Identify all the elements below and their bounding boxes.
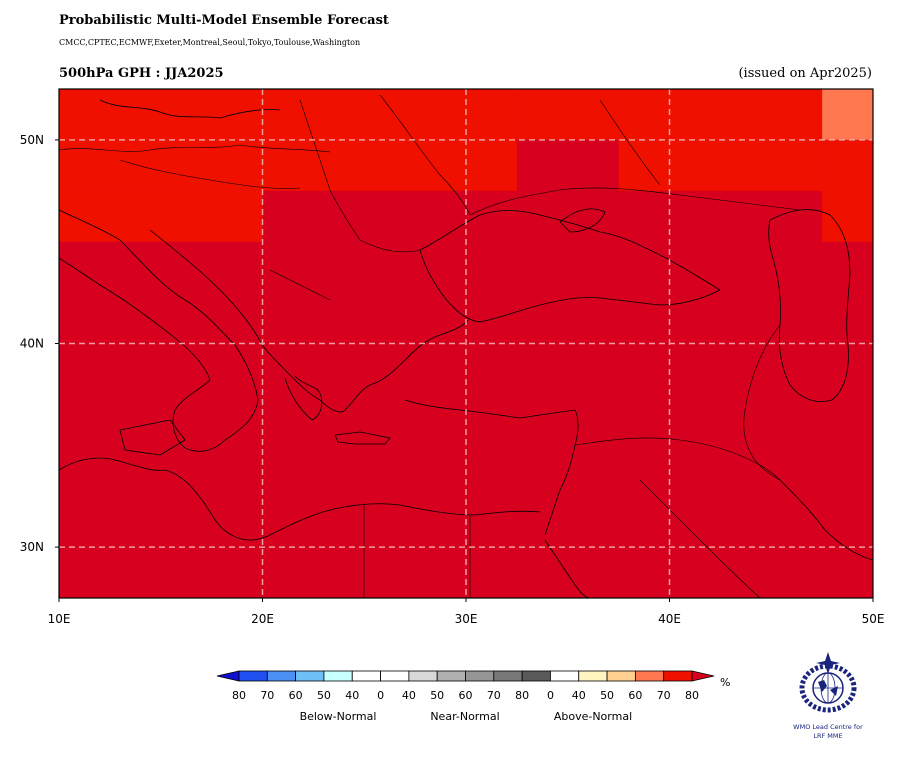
- colorbar-tick-label: 60: [459, 689, 473, 702]
- colorbar-tick-label: 0: [547, 689, 554, 702]
- colorbar-tick-label: 40: [402, 689, 416, 702]
- coastline-greece: [284, 375, 323, 421]
- axis-ticks: 10E 20E 30E 40E 50E 50N 40N 30N: [20, 133, 885, 626]
- colorbar-tick-label: 40: [572, 689, 586, 702]
- colorbar-swatch: [380, 670, 410, 682]
- coastline-red-sea: [544, 539, 591, 598]
- colorbar-swatch: [663, 670, 693, 682]
- probability-cell: [822, 139, 873, 242]
- colorbar-swatch: [550, 670, 580, 682]
- colorbar-tick-label: 80: [232, 689, 246, 702]
- colorbar-tick-label: 60: [289, 689, 303, 702]
- x-tick-label: 20E: [251, 612, 274, 626]
- coastline-crete: [334, 431, 391, 445]
- colorbar-tick-label: 40: [345, 689, 359, 702]
- category-below-normal: Below-Normal: [300, 710, 377, 723]
- colorbar-swatch: [436, 670, 466, 682]
- chart-subtitle: 500hPa GPH : JJA2025: [59, 66, 224, 81]
- colorbar-swatch: [408, 670, 438, 682]
- coastline-anatolia: [404, 399, 579, 536]
- colorbar-tick-label: 50: [317, 689, 331, 702]
- colorbar-tick-label: 0: [377, 689, 384, 702]
- y-tick-label: 30N: [20, 540, 44, 554]
- coastline-europe-north: [99, 99, 281, 119]
- colorbar-tick-label: 80: [685, 689, 699, 702]
- coastline-azov: [559, 208, 606, 233]
- colorbar-swatch: [493, 670, 523, 682]
- colorbar-left-arrow: [216, 670, 240, 682]
- colorbar-unit: %: [720, 676, 730, 689]
- colorbar-tick-label: 80: [515, 689, 529, 702]
- colorbar-swatch: [238, 670, 268, 682]
- chart-title: Probabilistic Multi-Model Ensemble Forec…: [59, 13, 389, 28]
- colorbar-swatch: [351, 670, 381, 682]
- colorbar-swatch: [634, 670, 665, 682]
- coastline-north-africa: [59, 457, 541, 541]
- coastline-persian-gulf: [779, 479, 873, 561]
- category-above-normal: Above-Normal: [554, 710, 632, 723]
- coastline-balkans: [149, 229, 469, 413]
- y-tick-label: 50N: [20, 133, 44, 147]
- category-near-normal: Near-Normal: [430, 710, 499, 723]
- colorbar-swatch: [521, 670, 551, 682]
- colorbar-right-arrow: [691, 670, 715, 682]
- coastline-caspian: [768, 209, 851, 402]
- coastline-black-sea: [419, 210, 721, 323]
- probability-cell: [822, 89, 873, 140]
- issued-date: (issued on Apr2025): [738, 66, 872, 81]
- coastline-sicily: [119, 419, 186, 456]
- model-list: CMCC,CPTEC,ECMWF,Exeter,Montreal,Seoul,T…: [59, 38, 361, 47]
- x-tick-label: 40E: [658, 612, 681, 626]
- x-tick-label: 50E: [862, 612, 885, 626]
- colorbar-swatch: [295, 670, 325, 682]
- colorbar-swatch: [266, 670, 297, 682]
- country-borders: [59, 94, 801, 598]
- colorbar-tick-label: 70: [657, 689, 671, 702]
- colorbar-tick-labels: 80 70 60 50 40 0 40 50 60 70 80 0 40 50 60 70 80: [232, 689, 699, 702]
- probability-cell: [516, 89, 619, 140]
- colorbar-swatch: [323, 670, 353, 682]
- coastline-italy: [59, 209, 259, 452]
- colorbar-tick-label: 50: [430, 689, 444, 702]
- colorbar-swatch: [465, 670, 495, 682]
- x-tick-label: 10E: [48, 612, 71, 626]
- probability-cell: [59, 190, 263, 242]
- colorbar-swatches: [238, 670, 693, 682]
- colorbar-tick-label: 50: [600, 689, 614, 702]
- wmo-logo: WMO Lead Centre for LRF MME: [793, 652, 863, 740]
- logo-text-line2: LRF MME: [813, 732, 842, 740]
- coastlines: [59, 99, 873, 598]
- logo-text-line1: WMO Lead Centre for: [793, 723, 863, 731]
- probability-cell: [516, 139, 619, 191]
- colorbar-tick-label: 60: [628, 689, 642, 702]
- x-tick-label: 30E: [455, 612, 478, 626]
- colorbar-tick-label: 70: [487, 689, 501, 702]
- colorbar-swatch: [606, 670, 636, 682]
- colorbar-swatch: [578, 670, 608, 682]
- y-tick-label: 40N: [20, 337, 44, 351]
- gridlines: [59, 89, 873, 598]
- colorbar-tick-label: 70: [260, 689, 274, 702]
